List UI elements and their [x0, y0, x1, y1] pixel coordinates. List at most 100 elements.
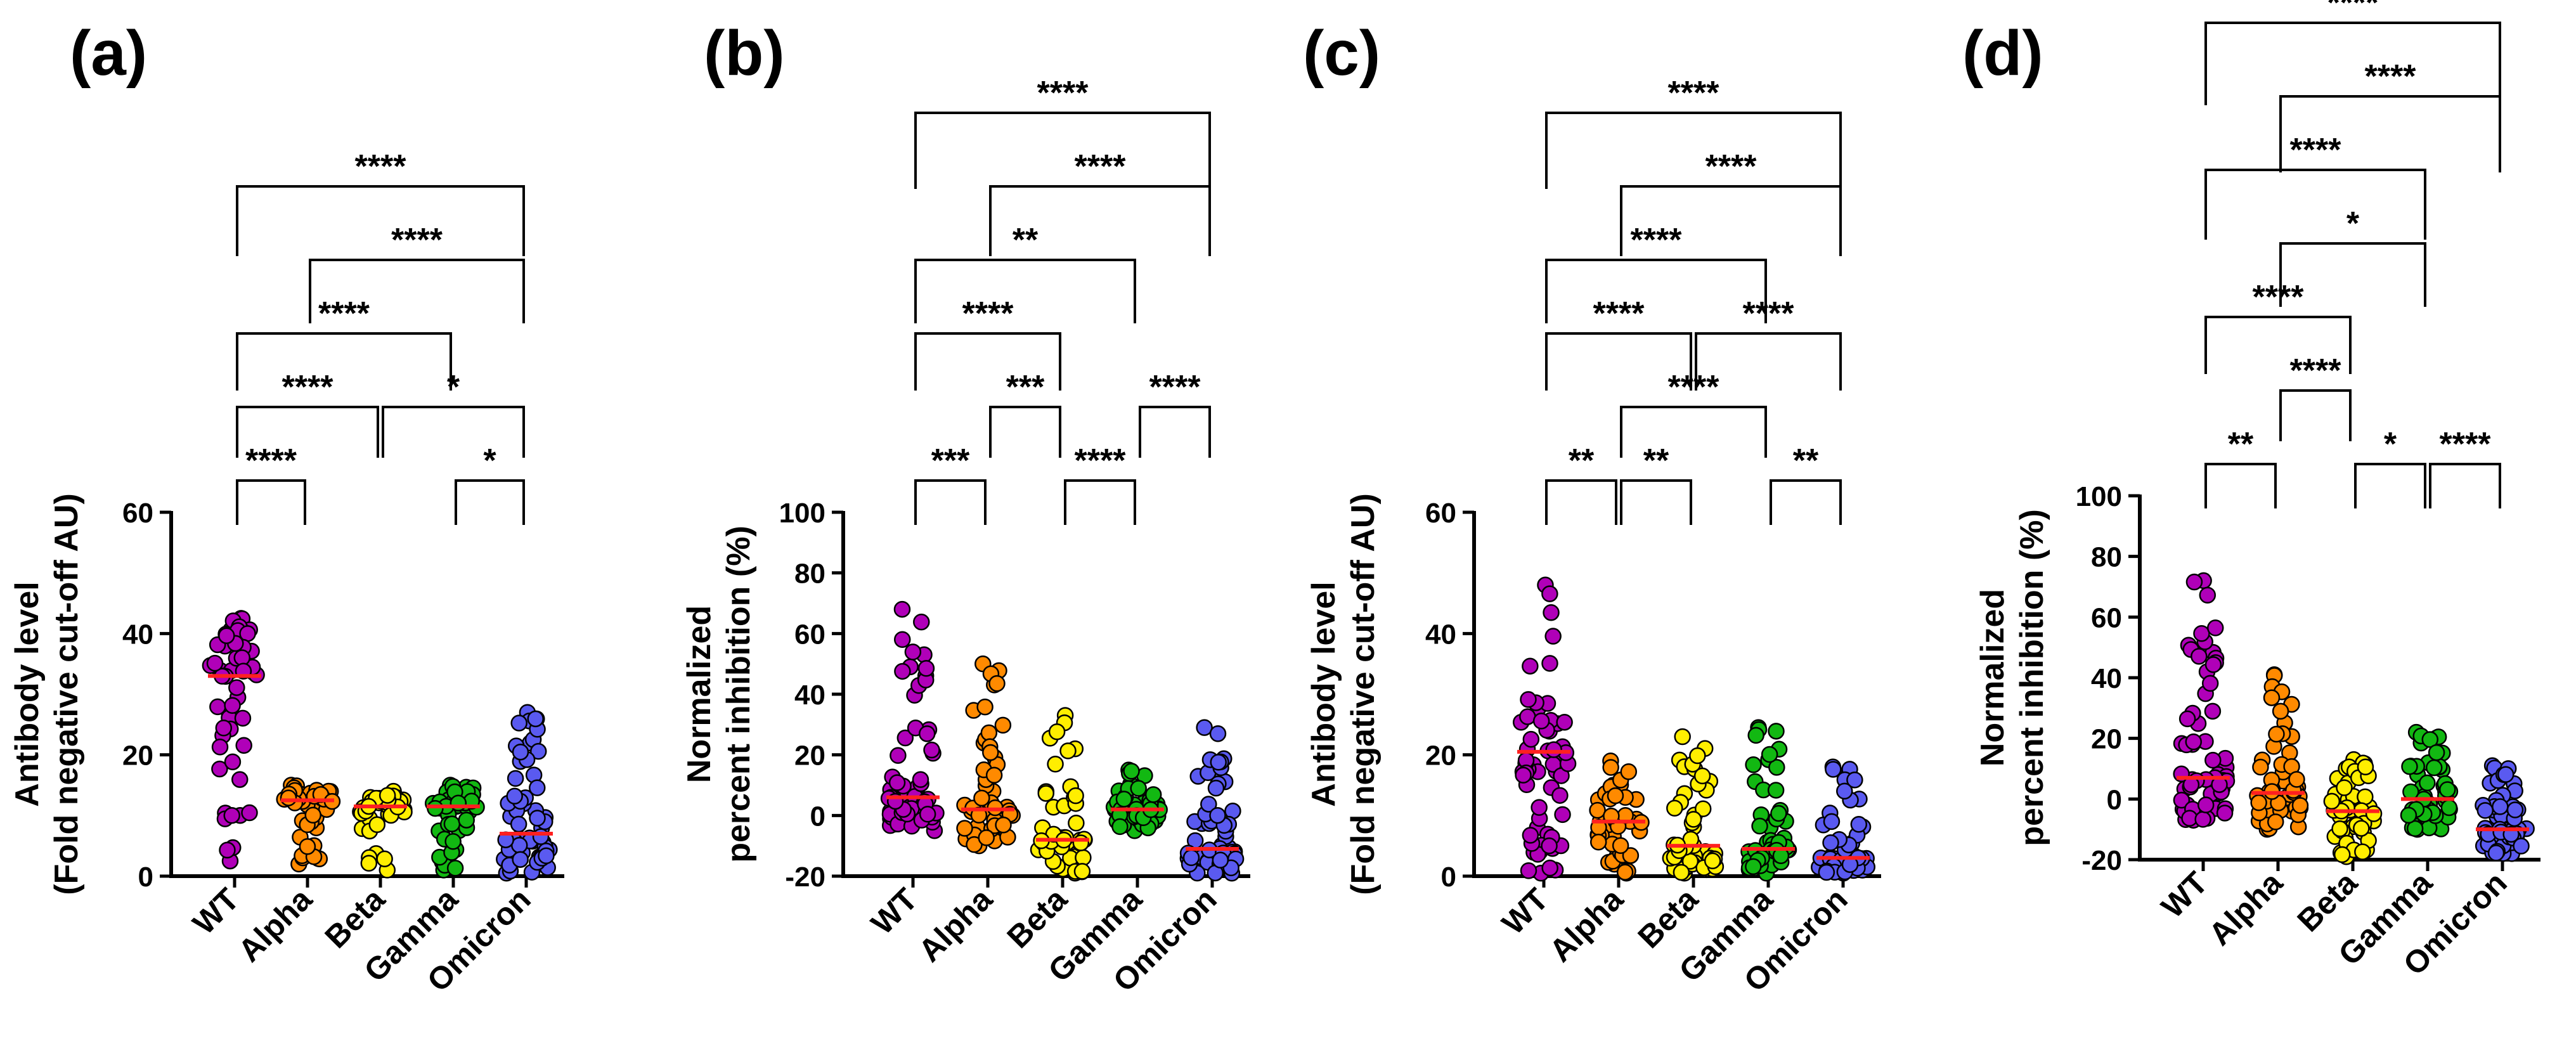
x-tick-label: WT — [1495, 881, 1555, 941]
x-tick-label: Alpha — [1543, 881, 1631, 969]
dots-omicron — [2475, 757, 2535, 862]
significance-label: **** — [1743, 295, 1795, 332]
significance-label: ** — [2228, 426, 2254, 463]
data-point — [2331, 820, 2348, 837]
y-tick-label: -20 — [785, 862, 825, 893]
significance-bracket — [236, 479, 306, 525]
data-point — [2406, 820, 2424, 837]
data-point — [1607, 787, 1624, 805]
significance-label: * — [2384, 426, 2397, 463]
significance-label: ** — [1643, 443, 1669, 479]
data-point — [2439, 781, 2456, 798]
data-point — [450, 794, 467, 812]
data-point — [2476, 802, 2494, 819]
dots-omicron — [1810, 758, 1876, 882]
data-point — [506, 787, 523, 805]
panel-label: (a) — [70, 18, 147, 89]
data-point — [1520, 691, 1537, 708]
data-point — [529, 810, 546, 827]
data-point — [2333, 846, 2351, 863]
x-tick-label: Alpha — [231, 881, 320, 969]
data-point — [973, 789, 990, 807]
data-point — [1836, 782, 1853, 800]
significance-bracket — [1620, 406, 1767, 458]
data-point — [1067, 787, 1084, 805]
data-point — [2323, 792, 2341, 810]
significance-label: ** — [1569, 443, 1595, 479]
significance-label: * — [483, 443, 496, 479]
data-point — [1620, 763, 1638, 780]
data-point — [2263, 689, 2281, 706]
data-point — [304, 806, 321, 824]
data-point — [1554, 806, 1571, 824]
significance-bracket — [2204, 22, 2501, 105]
data-point — [1694, 800, 1712, 818]
data-point — [1532, 713, 1550, 730]
significance-bracket — [1770, 479, 1842, 525]
data-point — [1850, 816, 1868, 833]
y-tick-label: 100 — [779, 498, 825, 529]
data-point — [2357, 758, 2374, 775]
data-point — [1209, 806, 1226, 824]
panel-a: (a) 0 20 40 60 Antibody level (Fold negative c… — [9, 18, 564, 999]
data-point — [224, 697, 241, 714]
significance-label: **** — [245, 443, 297, 479]
significance-bracket — [914, 259, 1136, 323]
data-point — [427, 799, 444, 817]
data-point — [532, 828, 550, 845]
data-point — [241, 804, 258, 822]
data-point — [2204, 656, 2222, 673]
significance-label: * — [447, 369, 460, 406]
data-point — [507, 770, 524, 787]
dots-omicron — [1179, 719, 1245, 882]
dots-alpha — [956, 655, 1021, 855]
dots-beta — [352, 782, 413, 879]
data-point — [988, 675, 1006, 692]
x-tick-label: Alpha — [2202, 864, 2290, 952]
significance-label: **** — [355, 148, 407, 185]
data-point — [890, 747, 907, 764]
significance-bracket — [2204, 463, 2277, 508]
data-point — [529, 742, 547, 760]
data-point — [1589, 833, 1607, 851]
data-point — [538, 847, 555, 865]
data-point — [1666, 799, 1683, 817]
data-point — [2199, 586, 2217, 604]
significance-bracket — [1545, 479, 1617, 525]
significance-bracket — [309, 259, 525, 323]
data-point — [995, 816, 1012, 834]
significance-bracket — [914, 332, 1061, 391]
data-point — [1544, 628, 1562, 645]
y-axis-title: Antibody level — [1305, 581, 1342, 806]
data-point — [2252, 758, 2269, 776]
data-point — [1212, 851, 1229, 869]
significance-label: **** — [1668, 75, 1720, 112]
data-point — [1196, 719, 1213, 736]
data-point — [2267, 813, 2284, 831]
data-point — [2425, 759, 2443, 777]
data-point — [2206, 619, 2224, 637]
data-point — [1047, 755, 1064, 773]
significance-label: **** — [2440, 426, 2492, 463]
data-point — [1589, 801, 1606, 819]
data-point — [1768, 723, 1785, 740]
data-point — [368, 816, 386, 834]
data-point — [2291, 797, 2309, 814]
data-point — [444, 832, 462, 850]
significance-label: **** — [318, 295, 370, 332]
data-point — [1674, 728, 1691, 746]
data-point — [2173, 791, 2191, 809]
x-tick-label: WT — [2154, 865, 2215, 925]
significance-label: **** — [2327, 0, 2379, 22]
significance-label: *** — [931, 443, 970, 479]
significance-bracket — [914, 479, 987, 525]
significance-bracket — [2279, 95, 2501, 172]
significance-bracket — [236, 185, 525, 256]
data-point — [280, 789, 297, 806]
significance-label: **** — [2290, 352, 2342, 389]
data-point — [2204, 751, 2222, 769]
significance-label: **** — [1668, 369, 1720, 406]
panel-b: (b) -20 0 20 40 60 80 100 Normalized percent inhi… — [681, 18, 1250, 999]
data-point — [2400, 806, 2417, 824]
significance-label: **** — [1593, 295, 1645, 332]
